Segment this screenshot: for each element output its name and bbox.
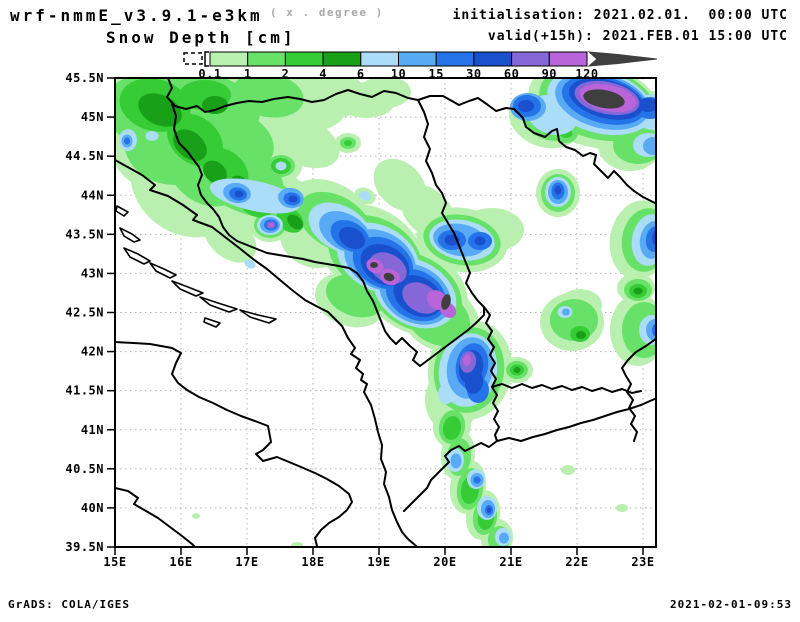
svg-text:4: 4: [319, 67, 327, 81]
model-note: ( x . degree ): [270, 6, 384, 19]
map-area: [115, 78, 656, 547]
svg-text:44N: 44N: [81, 188, 104, 202]
svg-text:40.5N: 40.5N: [65, 462, 104, 476]
border-serbia-west: [417, 99, 485, 308]
svg-text:40N: 40N: [81, 501, 104, 515]
border-north-chain: [166, 78, 656, 205]
svg-text:44.5N: 44.5N: [65, 149, 104, 163]
overflow-arrow: [587, 51, 658, 67]
underflow-box: [183, 52, 203, 65]
coast-adriatic-east: [115, 159, 419, 547]
svg-text:45.5N: 45.5N: [65, 71, 104, 85]
svg-text:43.5N: 43.5N: [65, 227, 104, 241]
coast-italy-south: [115, 487, 197, 547]
svg-text:45N: 45N: [81, 110, 104, 124]
underflow-bracket: [204, 51, 209, 67]
svg-text:17E: 17E: [235, 555, 258, 569]
variable-title: Snow Depth [cm]: [106, 28, 296, 47]
svg-text:42.5N: 42.5N: [65, 306, 104, 320]
coast-italy-adriatic: [115, 341, 353, 547]
valid-time: valid(+15h): 2021.FEB.01 15:00 UTC: [488, 29, 788, 44]
svg-text:15E: 15E: [103, 555, 126, 569]
init-time: initialisation: 2021.02.01. 00:00 UTC: [453, 8, 788, 23]
svg-text:19E: 19E: [367, 555, 390, 569]
svg-text:43N: 43N: [81, 266, 104, 280]
svg-text:42N: 42N: [81, 345, 104, 359]
x-axis-ticks: 15E 16E 17E 18E 19E 20E 21E 22E 23E: [103, 547, 654, 569]
svg-text:23E: 23E: [631, 555, 654, 569]
creation-timestamp: 2021-02-01-09:53: [670, 598, 792, 611]
snow-depth-field: [115, 78, 656, 547]
coastlines: [115, 159, 419, 547]
svg-text:6: 6: [357, 67, 365, 81]
svg-text:1: 1: [244, 67, 252, 81]
svg-text:41N: 41N: [81, 423, 104, 437]
footer: GrADS: COLA/IGES 2021-02-01-09:53: [8, 598, 792, 611]
svg-text:21E: 21E: [499, 555, 522, 569]
svg-text:39.5N: 39.5N: [65, 540, 104, 554]
border-croatia-bosnia: [171, 103, 421, 367]
colorbar-cells: [209, 51, 588, 67]
grads-credit: GrADS: COLA/IGES: [8, 598, 130, 611]
svg-text:41.5N: 41.5N: [65, 384, 104, 398]
svg-text:16E: 16E: [169, 555, 192, 569]
border-albania-greece: [403, 440, 498, 512]
croatian-islands: [115, 205, 277, 328]
border-kosovo-macedonia-west: [483, 306, 500, 442]
svg-text:2: 2: [282, 67, 290, 81]
border-macedonia-north: [491, 383, 642, 394]
svg-text:22E: 22E: [565, 555, 588, 569]
svg-text:20E: 20E: [433, 555, 456, 569]
svg-text:18E: 18E: [301, 555, 324, 569]
y-axis-ticks: 45.5N 45N 44.5N 44N 43.5N 43N 42.5N 42N 41.5N 41N…: [65, 71, 115, 554]
model-title: wrf-nmmE_v3.9.1-e3km: [10, 6, 263, 25]
border-bulgaria-west: [621, 337, 656, 442]
country-borders: [166, 78, 656, 512]
border-montenegro-kosovo: [419, 306, 485, 367]
header: wrf-nmmE_v3.9.1-e3km ( x . degree ) Snow…: [10, 6, 788, 47]
border-greece-north: [496, 397, 656, 442]
colorbar-legend: 0.1 1 2 4 6 10 15 30 60 90 120: [183, 51, 658, 81]
